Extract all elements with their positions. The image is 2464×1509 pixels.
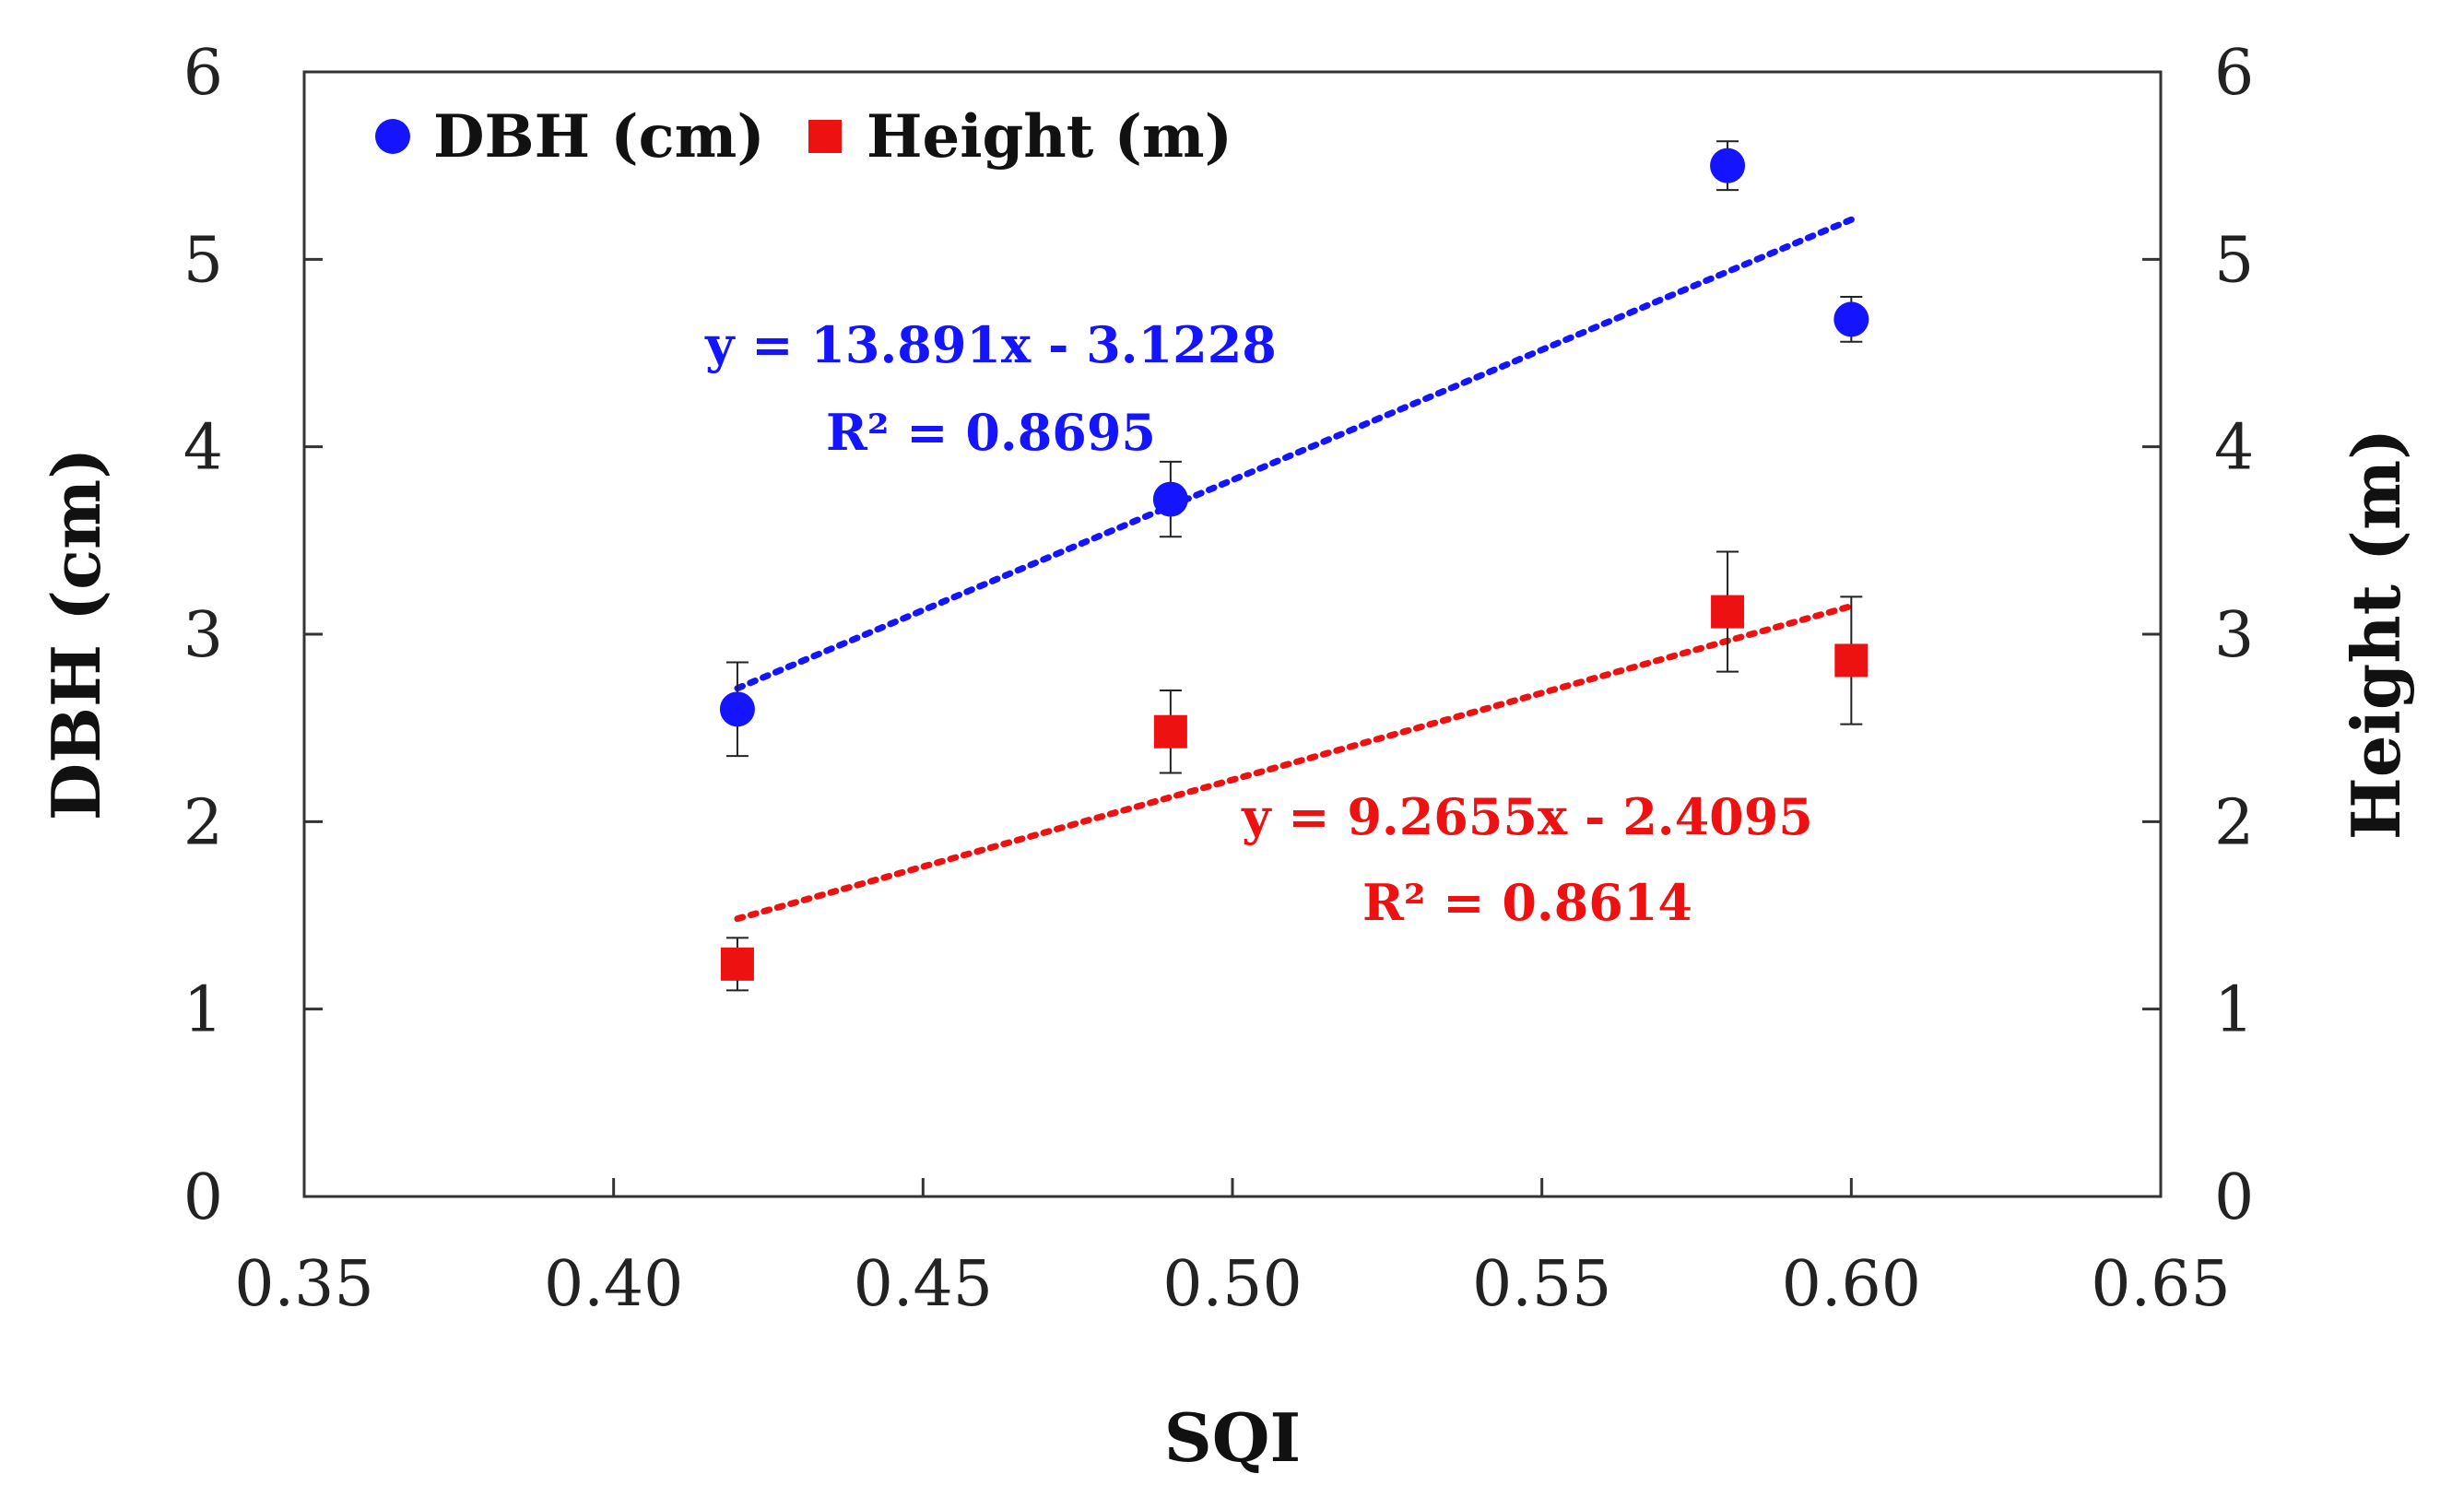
left-y-tick-label: 5 — [183, 224, 223, 297]
plot-frame — [302, 70, 2163, 1198]
height-trendline-equation: y = 9.2655x - 2.4095 — [1241, 787, 1813, 846]
left-y-tick-label: 2 — [183, 786, 223, 859]
height-point — [1711, 595, 1745, 629]
height-point — [1834, 643, 1869, 678]
right-y-tick-label: 1 — [2214, 974, 2254, 1047]
x-tick-label: 0.55 — [1472, 1248, 1611, 1321]
x-tick-label: 0.45 — [854, 1248, 993, 1321]
dbh-point — [1152, 481, 1188, 517]
x-axis-ticks: 0.35 0.40 0.45 0.50 0.55 0.60 0.65 — [234, 1178, 2231, 1321]
dbh-trendline — [734, 216, 1855, 692]
left-y-axis-title: DBH (cm) — [37, 448, 115, 821]
x-tick-label: 0.50 — [1162, 1248, 1302, 1321]
right-y-tick-label: 3 — [2214, 599, 2254, 672]
height-trendline-r2: R² = 0.8614 — [1362, 873, 1692, 932]
right-y-axis-title: Height (m) — [2337, 429, 2415, 841]
right-y-tick-label: 5 — [2214, 224, 2254, 297]
height-point — [1153, 714, 1187, 749]
trendlines — [734, 216, 1855, 923]
right-y-tick-label: 0 — [2214, 1161, 2254, 1234]
left-y-tick-label: 3 — [183, 599, 223, 672]
data-markers — [719, 147, 1869, 981]
left-y-axis-ticks: 0 1 2 3 4 5 6 — [183, 37, 323, 1234]
x-tick-label: 0.40 — [544, 1248, 683, 1321]
legend-label-dbh: DBH (cm) — [433, 102, 765, 171]
x-tick-label: 0.35 — [234, 1248, 373, 1321]
legend-marker-height — [808, 120, 842, 153]
legend: DBH (cm) Height (m) — [375, 102, 1232, 171]
height-point — [720, 947, 754, 981]
x-axis-title: SQI — [1164, 1398, 1301, 1477]
left-y-tick-label: 6 — [183, 37, 223, 110]
left-y-tick-label: 4 — [183, 412, 223, 485]
legend-label-height: Height (m) — [867, 102, 1232, 171]
left-y-tick-label: 1 — [183, 974, 223, 1047]
height-trendline — [734, 603, 1855, 923]
right-y-axis-ticks: 0 1 2 3 4 5 6 — [2142, 37, 2254, 1234]
x-tick-label: 0.65 — [2091, 1248, 2230, 1321]
right-y-tick-label: 2 — [2214, 786, 2254, 859]
dbh-trendline-equation: y = 13.891x - 3.1228 — [704, 315, 1277, 374]
legend-marker-dbh — [375, 119, 410, 154]
right-y-tick-label: 6 — [2214, 37, 2254, 110]
x-tick-label: 0.60 — [1782, 1248, 1921, 1321]
dbh-point — [1833, 301, 1869, 337]
left-y-tick-label: 0 — [183, 1161, 223, 1234]
dbh-point — [719, 691, 755, 727]
dbh-point — [1710, 147, 1746, 183]
right-y-tick-label: 4 — [2214, 412, 2254, 485]
dbh-trendline-r2: R² = 0.8695 — [826, 403, 1156, 462]
